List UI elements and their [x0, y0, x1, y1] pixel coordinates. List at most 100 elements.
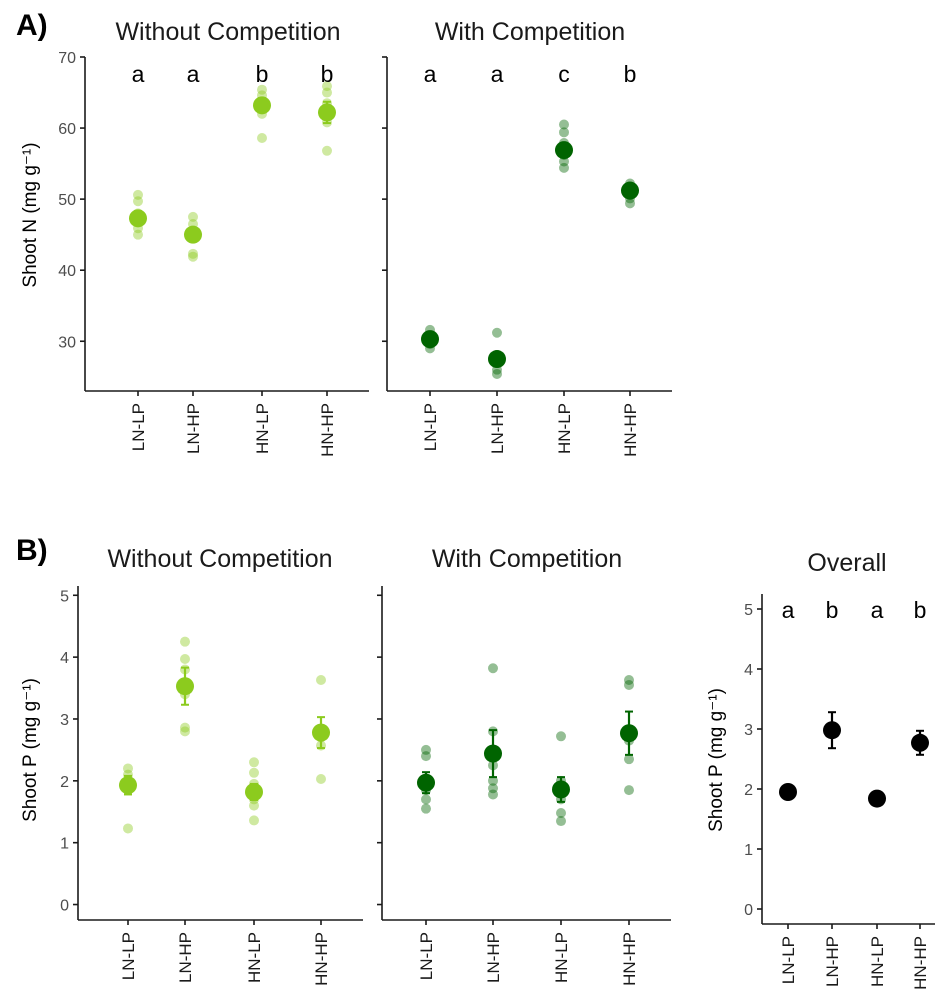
significance-letter: b: [624, 61, 637, 87]
facet-title-b-with: With Competition: [432, 545, 622, 573]
y-tick-label: 3: [60, 712, 69, 729]
y-tick-label: 0: [60, 898, 69, 915]
raw-data-point: [488, 663, 498, 674]
significance-letter: b: [914, 597, 927, 623]
significance-letter: a: [871, 597, 884, 623]
mean-point: [552, 780, 570, 799]
y-axis-label-overall: Shoot P (mg g⁻¹): [706, 688, 727, 832]
raw-data-point: [624, 679, 634, 690]
raw-data-point: [180, 636, 190, 647]
raw-data-point: [123, 823, 133, 834]
y-axis-label-b: Shoot P (mg g⁻¹): [20, 678, 41, 822]
y-tick-label: 0: [744, 902, 753, 919]
y-tick-label: 3: [744, 722, 753, 739]
mean-point: [184, 225, 202, 244]
significance-letter: b: [321, 61, 334, 87]
raw-data-point: [624, 675, 634, 686]
raw-data-point: [188, 251, 198, 262]
mean-point: [245, 782, 263, 801]
raw-data-point: [421, 751, 431, 762]
x-tick-label: HN-LP: [253, 403, 272, 454]
mean-point: [417, 773, 435, 792]
x-tick-label: HN-HP: [312, 932, 331, 986]
mean-point: [911, 733, 929, 752]
raw-data-point: [322, 87, 332, 98]
x-tick-label: HN-LP: [245, 932, 264, 983]
x-tick-label: HN-HP: [621, 403, 640, 457]
raw-data-point: [421, 744, 431, 755]
raw-data-point: [316, 675, 326, 686]
facet-title-a-with: With Competition: [435, 18, 625, 46]
mean-point: [488, 350, 506, 369]
raw-data-point: [133, 196, 143, 207]
x-tick-label: LN-HP: [823, 936, 842, 987]
y-tick-label: 30: [58, 334, 76, 351]
facet-title-a-without: Without Competition: [115, 18, 340, 46]
raw-data-point: [421, 803, 431, 814]
raw-data-point: [133, 229, 143, 240]
y-tick-label: 40: [58, 263, 76, 280]
y-axis-label-a: Shoot N (mg g⁻¹): [20, 142, 41, 287]
panel-label-a: A): [16, 9, 48, 42]
raw-data-point: [180, 726, 190, 737]
raw-data-point: [625, 198, 635, 209]
raw-data-point: [257, 84, 267, 95]
x-tick-label: LN-HP: [484, 932, 503, 983]
mean-point: [176, 677, 194, 696]
x-tick-label: LN-HP: [176, 932, 195, 983]
raw-data-point: [556, 807, 566, 818]
raw-data-point: [188, 248, 198, 259]
x-tick-label: HN-LP: [555, 403, 574, 454]
mean-point: [129, 209, 147, 228]
mean-point: [620, 724, 638, 743]
raw-data-point: [180, 653, 190, 664]
raw-data-point: [249, 800, 259, 811]
mean-point: [621, 181, 639, 200]
y-tick-label: 4: [60, 650, 69, 667]
x-tick-label: LN-LP: [417, 932, 436, 980]
raw-data-point: [322, 81, 332, 92]
raw-data-point: [492, 327, 502, 338]
significance-letter: b: [826, 597, 839, 623]
x-tick-label: HN-LP: [868, 936, 887, 987]
y-tick-label: 4: [744, 662, 753, 679]
x-tick-label: HN-HP: [620, 932, 639, 986]
panel-label-b: B): [16, 534, 48, 567]
x-tick-label: HN-HP: [911, 936, 930, 990]
significance-letter: a: [132, 61, 145, 87]
raw-data-point: [556, 816, 566, 827]
mean-point: [253, 96, 271, 115]
y-tick-label: 1: [744, 842, 753, 859]
significance-letter: b: [256, 61, 269, 87]
raw-data-point: [559, 127, 569, 138]
y-tick-label: 2: [60, 774, 69, 791]
raw-data-point: [249, 815, 259, 826]
raw-data-point: [257, 133, 267, 144]
raw-data-point: [556, 731, 566, 742]
raw-data-point: [249, 767, 259, 778]
mean-point: [119, 776, 137, 795]
overall-title: Overall: [807, 549, 886, 577]
raw-data-point: [488, 789, 498, 800]
x-tick-label: LN-HP: [488, 403, 507, 454]
raw-data-point: [488, 783, 498, 794]
significance-letter: a: [187, 61, 200, 87]
facet-title-b-without: Without Competition: [107, 545, 332, 573]
mean-point: [312, 723, 330, 742]
mean-point: [823, 721, 841, 740]
x-tick-label: HN-HP: [318, 403, 337, 457]
y-tick-label: 5: [60, 588, 69, 605]
x-tick-label: LN-LP: [421, 403, 440, 451]
raw-data-point: [488, 775, 498, 786]
y-tick-label: 70: [58, 50, 76, 67]
raw-data-point: [123, 763, 133, 774]
mean-point: [421, 330, 439, 349]
significance-letter: a: [491, 61, 504, 87]
raw-data-point: [492, 368, 502, 379]
mean-point: [868, 789, 886, 808]
y-tick-label: 2: [744, 782, 753, 799]
x-tick-label: HN-LP: [552, 932, 571, 983]
raw-data-point: [322, 145, 332, 156]
y-tick-label: 60: [58, 121, 76, 138]
